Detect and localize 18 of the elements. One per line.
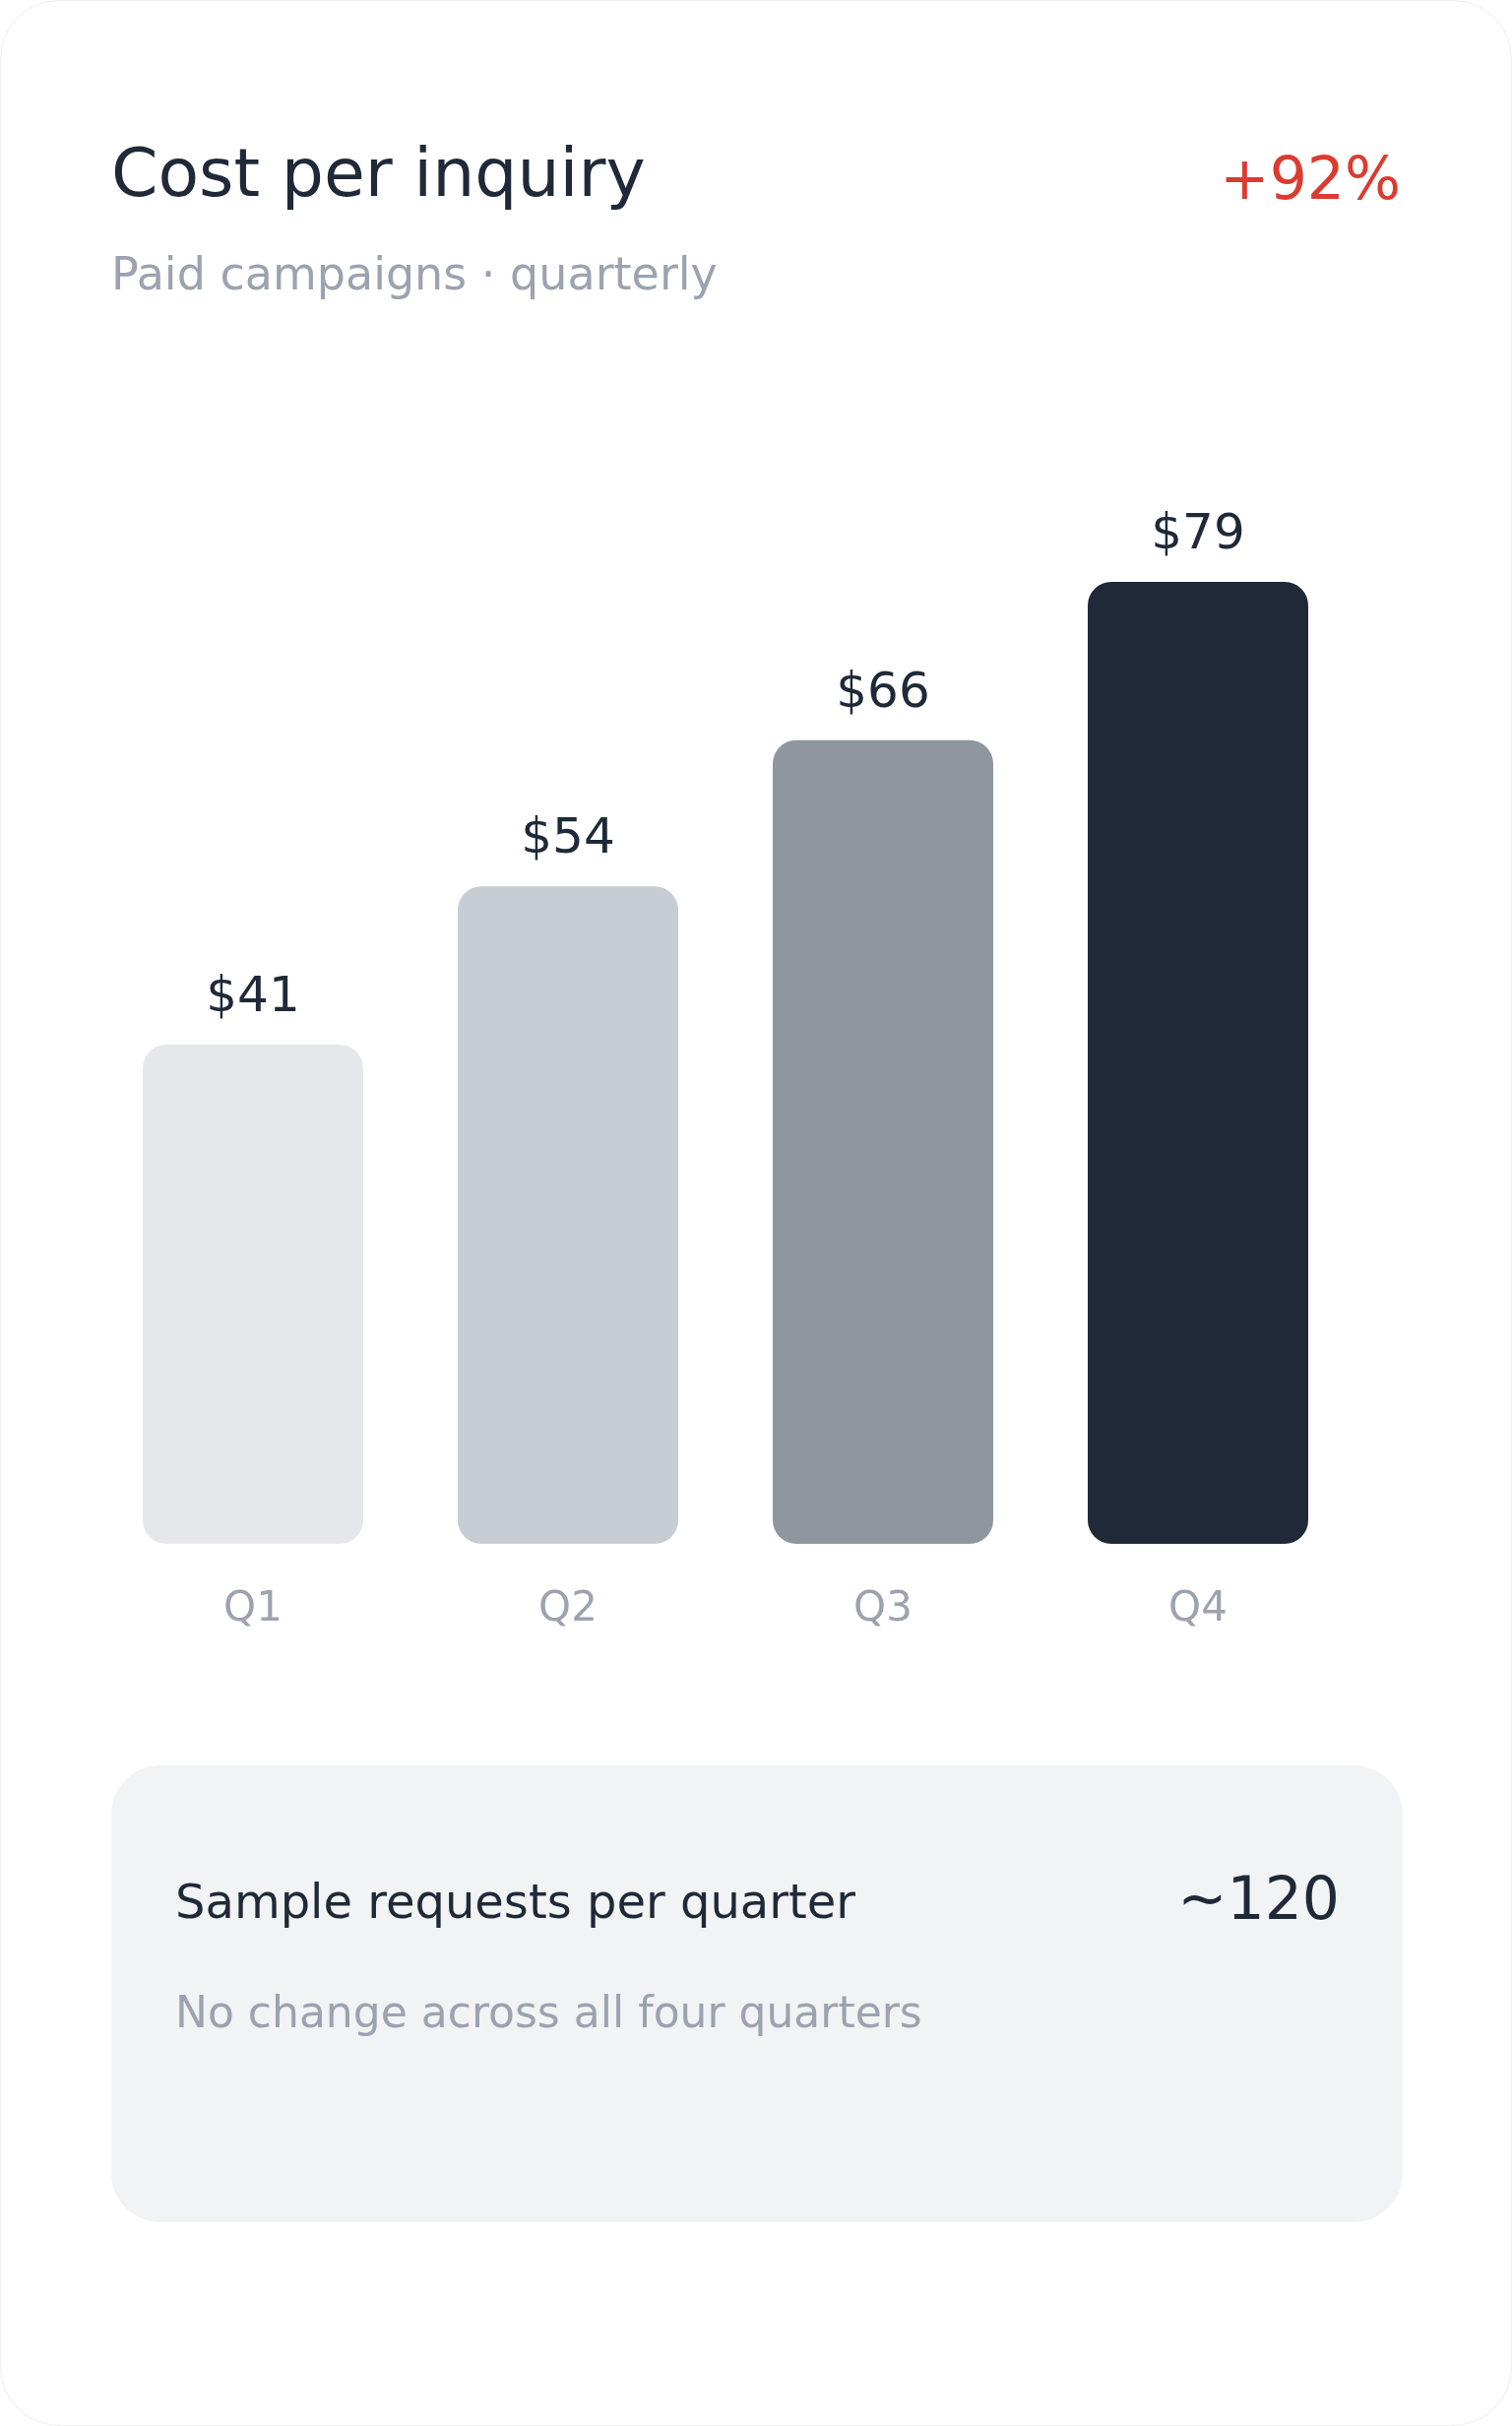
data-label: $54	[521, 807, 615, 865]
bar	[1088, 582, 1308, 1544]
chart-title: Cost per inquiry	[111, 134, 646, 212]
bar	[458, 886, 678, 1544]
data-label: $66	[836, 661, 930, 719]
x-tick-label: Q1	[223, 1581, 283, 1630]
x-tick-label: Q4	[1168, 1581, 1228, 1630]
text: Sample requests per quarter	[175, 1874, 856, 1929]
data-label: $41	[206, 965, 300, 1023]
x-tick-label: Q2	[538, 1581, 598, 1630]
chart-subtitle: Paid campaigns · quarterly	[111, 247, 718, 300]
text: No change across all four quarters	[175, 1987, 922, 2037]
bar	[773, 739, 993, 1544]
text: ~120	[1177, 1864, 1340, 1933]
text: +92%	[1220, 144, 1401, 213]
data-label: $79	[1151, 503, 1245, 560]
bar	[143, 1044, 363, 1544]
x-tick-label: Q3	[853, 1581, 913, 1630]
